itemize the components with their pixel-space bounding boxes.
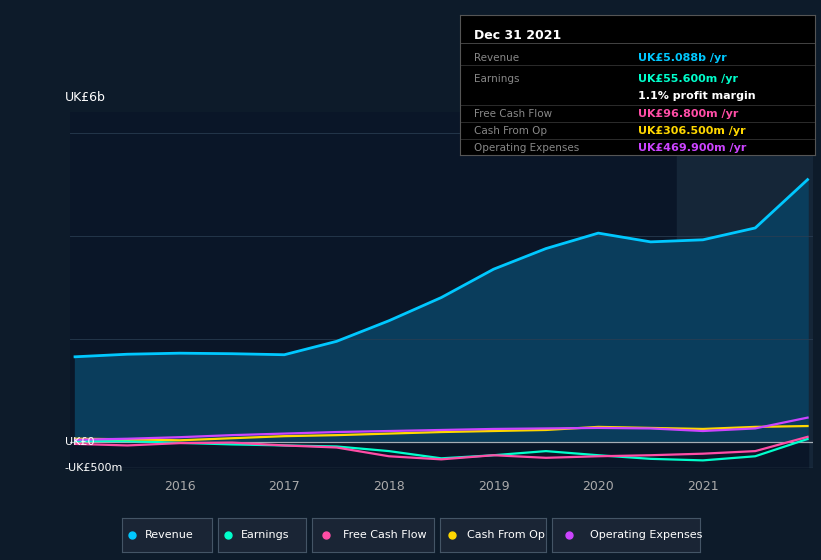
Text: UK£5.088b /yr: UK£5.088b /yr (637, 53, 727, 63)
Text: -UK£500m: -UK£500m (65, 463, 123, 473)
Text: Cash From Op: Cash From Op (475, 126, 548, 136)
Text: Dec 31 2021: Dec 31 2021 (475, 29, 562, 42)
Text: 2020: 2020 (582, 479, 614, 493)
Text: Operating Expenses: Operating Expenses (590, 530, 702, 540)
Text: UK£55.600m /yr: UK£55.600m /yr (637, 74, 737, 85)
Text: Cash From Op: Cash From Op (467, 530, 545, 540)
Text: 2016: 2016 (164, 479, 195, 493)
Text: 2021: 2021 (687, 479, 718, 493)
Text: 2018: 2018 (373, 479, 405, 493)
Text: 2017: 2017 (268, 479, 300, 493)
Text: Free Cash Flow: Free Cash Flow (343, 530, 427, 540)
Text: Revenue: Revenue (144, 530, 194, 540)
Text: UK£0: UK£0 (65, 437, 94, 447)
Text: UK£306.500m /yr: UK£306.500m /yr (637, 126, 745, 136)
Text: Operating Expenses: Operating Expenses (475, 143, 580, 153)
Text: Earnings: Earnings (241, 530, 289, 540)
Text: 1.1% profit margin: 1.1% profit margin (637, 91, 755, 101)
Text: Revenue: Revenue (475, 53, 520, 63)
Text: UK£6b: UK£6b (65, 91, 106, 104)
Text: 2019: 2019 (478, 479, 509, 493)
Text: Earnings: Earnings (475, 74, 520, 85)
Text: UK£96.800m /yr: UK£96.800m /yr (637, 109, 738, 119)
Bar (677, 112, 818, 468)
Text: UK£469.900m /yr: UK£469.900m /yr (637, 143, 745, 153)
Text: Free Cash Flow: Free Cash Flow (475, 109, 553, 119)
